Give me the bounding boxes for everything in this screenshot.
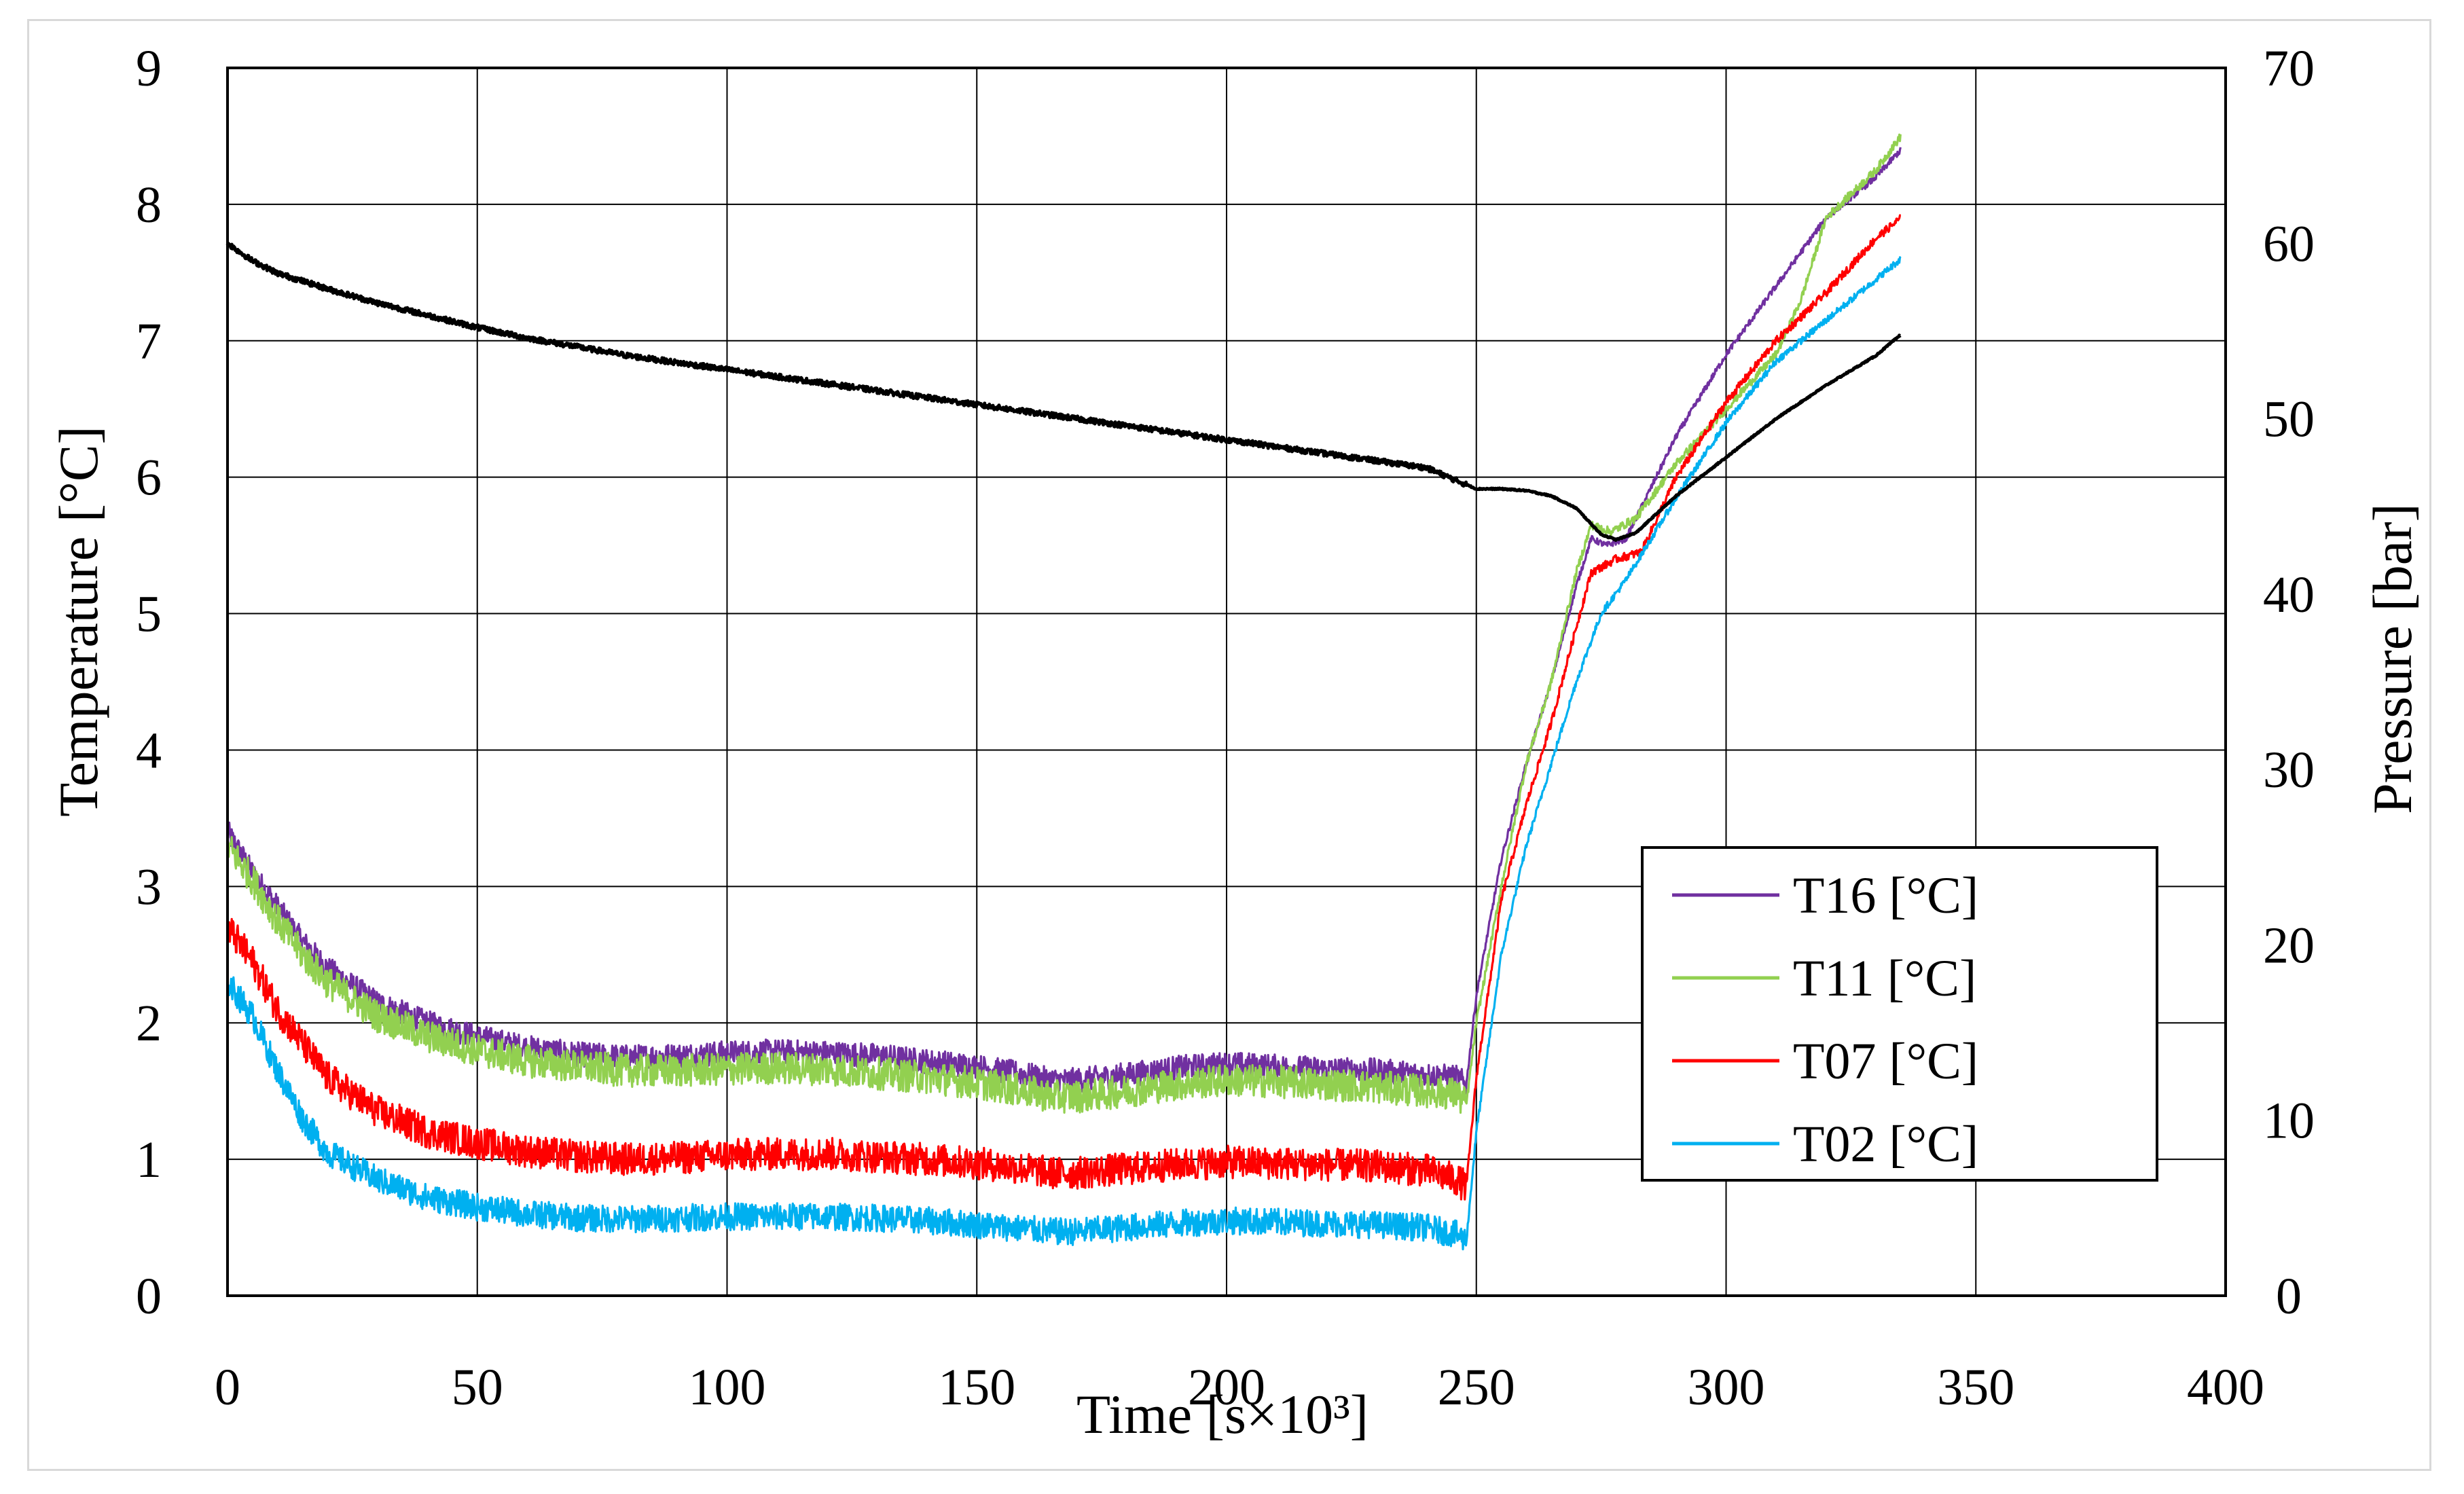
y-tick-label: 1 <box>136 1131 162 1188</box>
series-group <box>225 133 1902 1251</box>
x-tick-label: 50 <box>452 1359 503 1416</box>
y-tick-label: 4 <box>136 722 162 779</box>
y2-tick-label: 0 <box>2276 1268 2302 1325</box>
y2-tick-label: 50 <box>2263 391 2315 448</box>
series-line-t11 <box>226 133 1902 1114</box>
y-axis-title: Temperature [°C] <box>48 426 109 817</box>
y-tick-label: 0 <box>136 1268 162 1325</box>
y2-axis-title: Pressure [bar] <box>2361 503 2423 814</box>
x-tick-label: 350 <box>1937 1359 2014 1416</box>
y-tick-label: 6 <box>136 450 162 507</box>
legend-label: T02 [°C] <box>1793 1116 1978 1173</box>
series-line-t07 <box>227 214 1902 1201</box>
legend-box <box>1641 846 2158 1182</box>
y-tick-label: 5 <box>136 586 162 643</box>
x-tick-label: 400 <box>2187 1359 2264 1416</box>
x-tick-label: 250 <box>1438 1359 1515 1416</box>
x-tick-label: 100 <box>689 1359 766 1416</box>
y2-tick-label: 60 <box>2263 215 2315 272</box>
x-tick-label: 0 <box>215 1359 240 1416</box>
y-tick-label: 9 <box>136 40 162 97</box>
chart-frame <box>27 19 2431 1471</box>
y-tick-label: 2 <box>136 995 162 1052</box>
y2-tick-label: 10 <box>2263 1093 2315 1150</box>
x-tick-label: 200 <box>1188 1359 1265 1416</box>
tick-labels: 0 1 2 3 4 5 6 7 8 9 0 10 20 30 40 50 60 70 0 50 100 150 200 250… <box>136 40 2315 1416</box>
y-tick-label: 3 <box>136 858 162 915</box>
series-line-pressure <box>225 241 1902 542</box>
y-tick-label: 7 <box>136 313 162 370</box>
plot-area-border <box>226 67 2227 1297</box>
legend: T16 [°C] T11 [°C] T07 [°C] T02 [°C] <box>1641 846 2158 1182</box>
x-tick-label: 300 <box>1688 1359 1765 1416</box>
x-tick-label: 150 <box>938 1359 1015 1416</box>
y2-tick-label: 20 <box>2263 917 2315 974</box>
y2-tick-label: 40 <box>2263 566 2315 623</box>
legend-label: T11 [°C] <box>1793 950 1976 1007</box>
legend-label: T16 [°C] <box>1793 867 1978 924</box>
x-axis-title: Time [s×10³] <box>1076 1383 1369 1445</box>
series-line-t02 <box>226 256 1902 1251</box>
legend-label: T07 [°C] <box>1793 1033 1978 1090</box>
y2-tick-label: 70 <box>2263 40 2315 97</box>
y2-tick-label: 30 <box>2263 742 2315 799</box>
y-tick-label: 8 <box>136 177 162 234</box>
